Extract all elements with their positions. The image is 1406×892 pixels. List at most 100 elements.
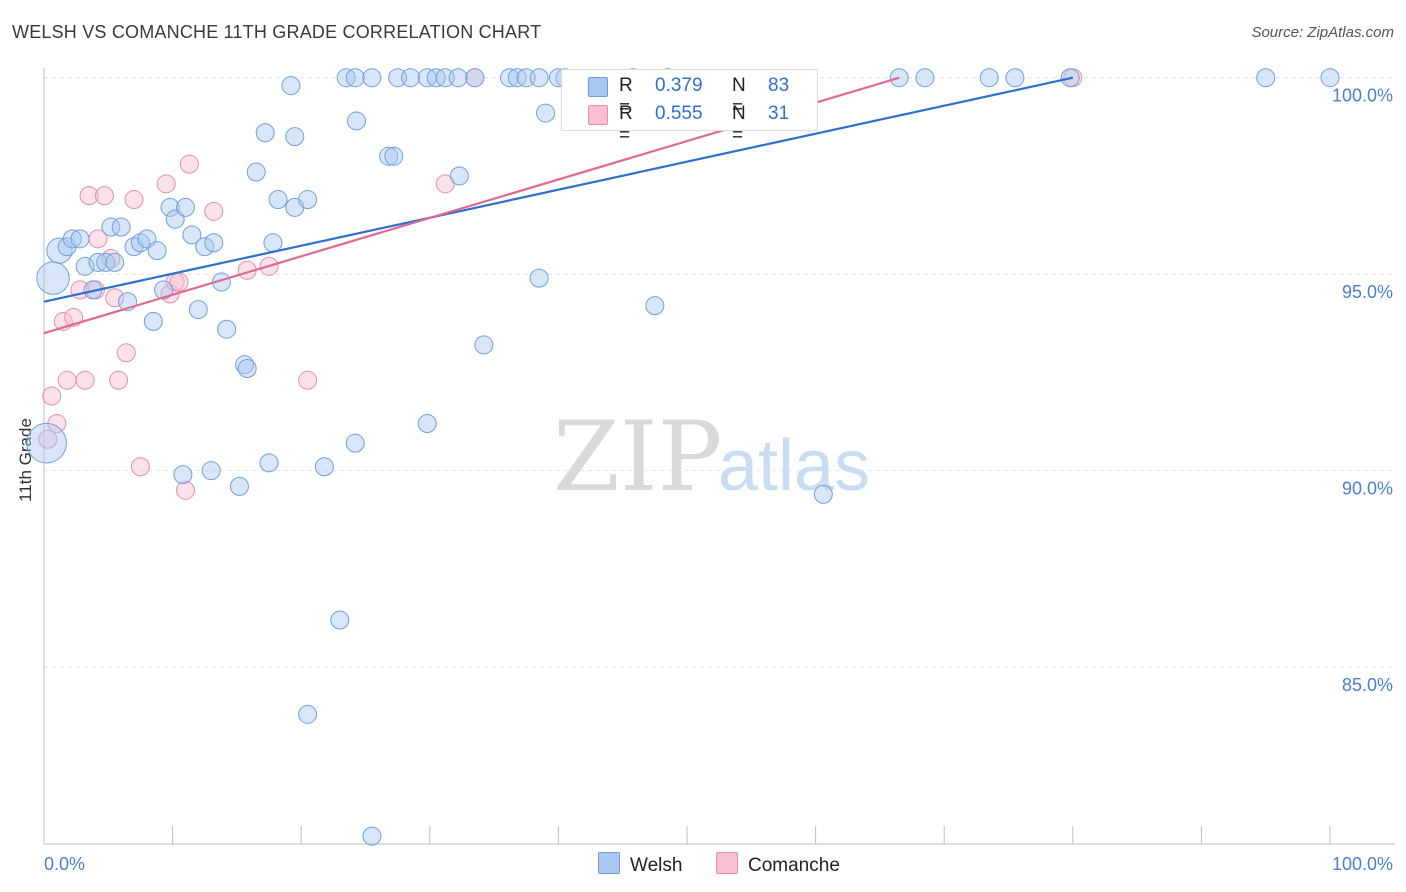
welsh-point (298, 704, 318, 724)
comanche-r-value: 0.555 (655, 103, 703, 124)
welsh-point (536, 103, 556, 123)
welsh-trend-line (43, 76, 1074, 303)
welsh-point (465, 68, 485, 88)
x-tick-label: 100.0% (1332, 854, 1393, 874)
welsh-point (314, 457, 334, 477)
watermark: ZIP atlas (553, 401, 870, 513)
welsh-point (401, 68, 421, 88)
welsh-point (417, 414, 437, 434)
welsh-legend-swatch (598, 852, 620, 874)
welsh-point (500, 68, 520, 88)
welsh-point (201, 461, 221, 481)
comanche-point (156, 174, 176, 194)
comanche-point (116, 343, 136, 363)
welsh-point (384, 146, 404, 166)
comanche-legend-label: Comanche (748, 855, 840, 876)
welsh-point (154, 280, 174, 300)
comanche-point (175, 480, 195, 500)
chart-title: WELSH VS COMANCHE 11TH GRADE CORRELATION… (12, 22, 542, 42)
welsh-point (1320, 68, 1340, 88)
trend-lines (43, 76, 1074, 335)
welsh-point (813, 484, 833, 504)
welsh-point (173, 465, 193, 485)
welsh-n-value: 83 (768, 75, 790, 96)
welsh-point (101, 217, 121, 237)
comanche-point (94, 186, 114, 206)
welsh-point (36, 261, 70, 295)
comanche-point (109, 370, 129, 390)
welsh-point (88, 252, 108, 272)
comanche-legend-swatch (716, 852, 738, 874)
legend-item-comanche[interactable]: Comanche (716, 852, 840, 877)
welsh-point (529, 268, 549, 288)
welsh-point (449, 166, 469, 186)
x-tick-label: 0.0% (44, 854, 85, 874)
welsh-point (474, 335, 494, 355)
welsh-point (298, 190, 318, 210)
comanche-point (298, 370, 318, 390)
welsh-point (362, 826, 382, 846)
y-tick-label: 100.0% (1332, 86, 1393, 106)
comanche-n-value: 31 (768, 103, 790, 124)
welsh-point (229, 476, 249, 496)
welsh-point (182, 225, 202, 245)
axes (43, 68, 1395, 845)
r-label: R = (619, 103, 633, 146)
welsh-point (259, 453, 279, 473)
welsh-point (26, 422, 67, 464)
welsh-point (263, 233, 283, 253)
welsh-point (246, 162, 266, 182)
welsh-point (268, 190, 288, 210)
welsh-point (330, 610, 350, 630)
comanche-point (38, 429, 58, 449)
welsh-point (255, 123, 275, 143)
welsh-point (147, 241, 167, 261)
welsh-point (529, 68, 549, 88)
welsh-point (345, 68, 365, 88)
comanche-point (101, 248, 121, 268)
chart-source: Source: ZipAtlas.com (1251, 24, 1394, 41)
welsh-point (285, 127, 305, 147)
welsh-point (237, 359, 257, 379)
welsh-point (75, 256, 95, 276)
welsh-point (204, 233, 224, 253)
y-tick-label: 95.0% (1342, 282, 1393, 302)
welsh-point (195, 237, 215, 257)
n-label: N = (732, 75, 746, 118)
welsh-point (362, 68, 382, 88)
y-tick-label: 90.0% (1342, 479, 1393, 499)
legend-item-welsh[interactable]: Welsh (598, 852, 682, 877)
comanche-point (105, 288, 125, 308)
welsh-point (281, 76, 301, 96)
welsh-point (217, 319, 237, 339)
welsh-point (160, 197, 180, 217)
n-label: N = (732, 103, 746, 146)
stats-legend: R = 0.379 N = 83 R = 0.555 N = 31 (561, 69, 818, 146)
welsh-point (188, 300, 208, 320)
welsh-legend-label: Welsh (630, 855, 683, 876)
welsh-point (915, 68, 935, 88)
welsh-swatch (588, 77, 608, 97)
welsh-point (448, 68, 468, 88)
welsh-point (645, 296, 665, 316)
welsh-point (143, 311, 163, 331)
tick-labels: 100.0% 95.0% 90.0% 85.0% 0.0% 100.0% (44, 86, 1393, 874)
welsh-point (346, 111, 366, 131)
welsh-point (70, 229, 90, 249)
welsh-r-value: 0.379 (655, 75, 703, 96)
welsh-point (979, 68, 999, 88)
comanche-point (75, 370, 95, 390)
comanche-swatch (588, 105, 608, 125)
welsh-point (1005, 68, 1025, 88)
welsh-point (111, 217, 131, 237)
comanche-point (204, 201, 224, 221)
welsh-point (105, 252, 125, 272)
comanche-point (42, 386, 62, 406)
comanche-point (124, 190, 144, 210)
welsh-point (62, 229, 82, 249)
welsh-point (379, 146, 399, 166)
watermark-atlas: atlas (718, 426, 870, 506)
comanche-point (130, 457, 150, 477)
comanche-point (179, 154, 199, 174)
